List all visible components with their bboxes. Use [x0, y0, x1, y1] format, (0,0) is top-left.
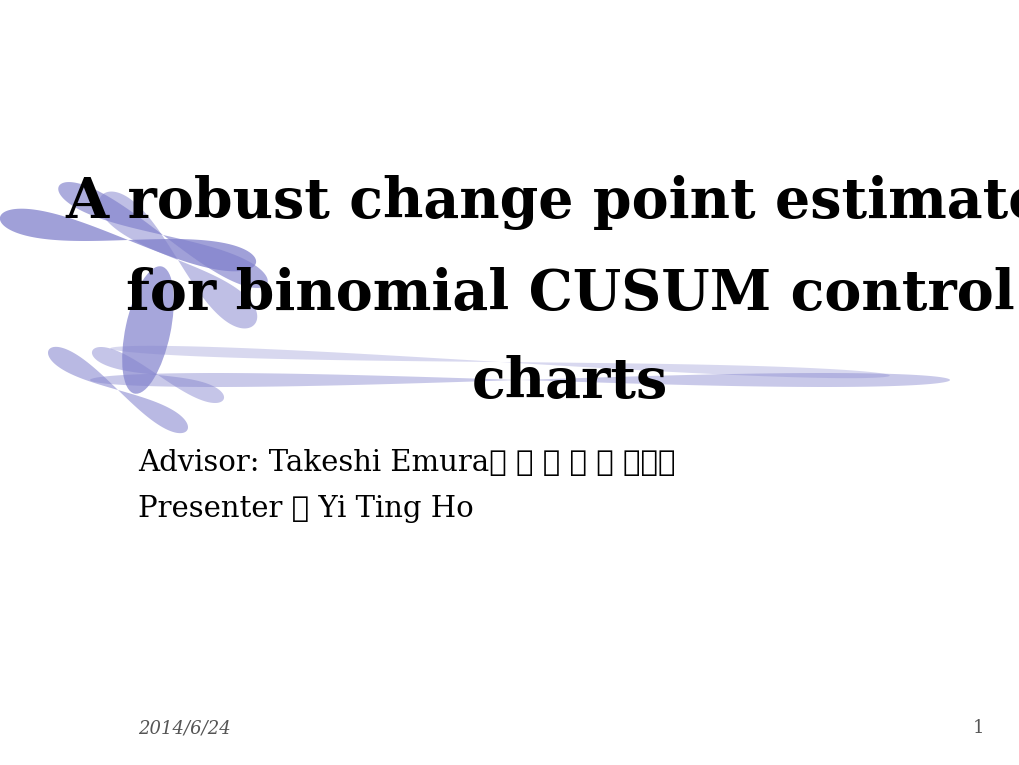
Polygon shape: [92, 347, 224, 403]
Ellipse shape: [122, 266, 173, 394]
Text: 1: 1: [972, 719, 983, 737]
Polygon shape: [48, 347, 187, 433]
Text: Advisor: Takeshi Emura（ 江 村 剛 志 ）博士: Advisor: Takeshi Emura（ 江 村 剛 志 ）博士: [138, 449, 675, 477]
Polygon shape: [90, 373, 949, 387]
Text: charts: charts: [472, 355, 667, 410]
Text: Presenter ： Yi Ting Ho: Presenter ： Yi Ting Ho: [138, 495, 473, 522]
Polygon shape: [99, 191, 257, 328]
Text: 2014/6/24: 2014/6/24: [138, 719, 230, 737]
Polygon shape: [0, 209, 256, 272]
Polygon shape: [58, 182, 268, 288]
Text: for binomial CUSUM control: for binomial CUSUM control: [125, 267, 1013, 322]
Text: A robust change point estimator: A robust change point estimator: [65, 175, 1019, 230]
Polygon shape: [110, 346, 889, 378]
